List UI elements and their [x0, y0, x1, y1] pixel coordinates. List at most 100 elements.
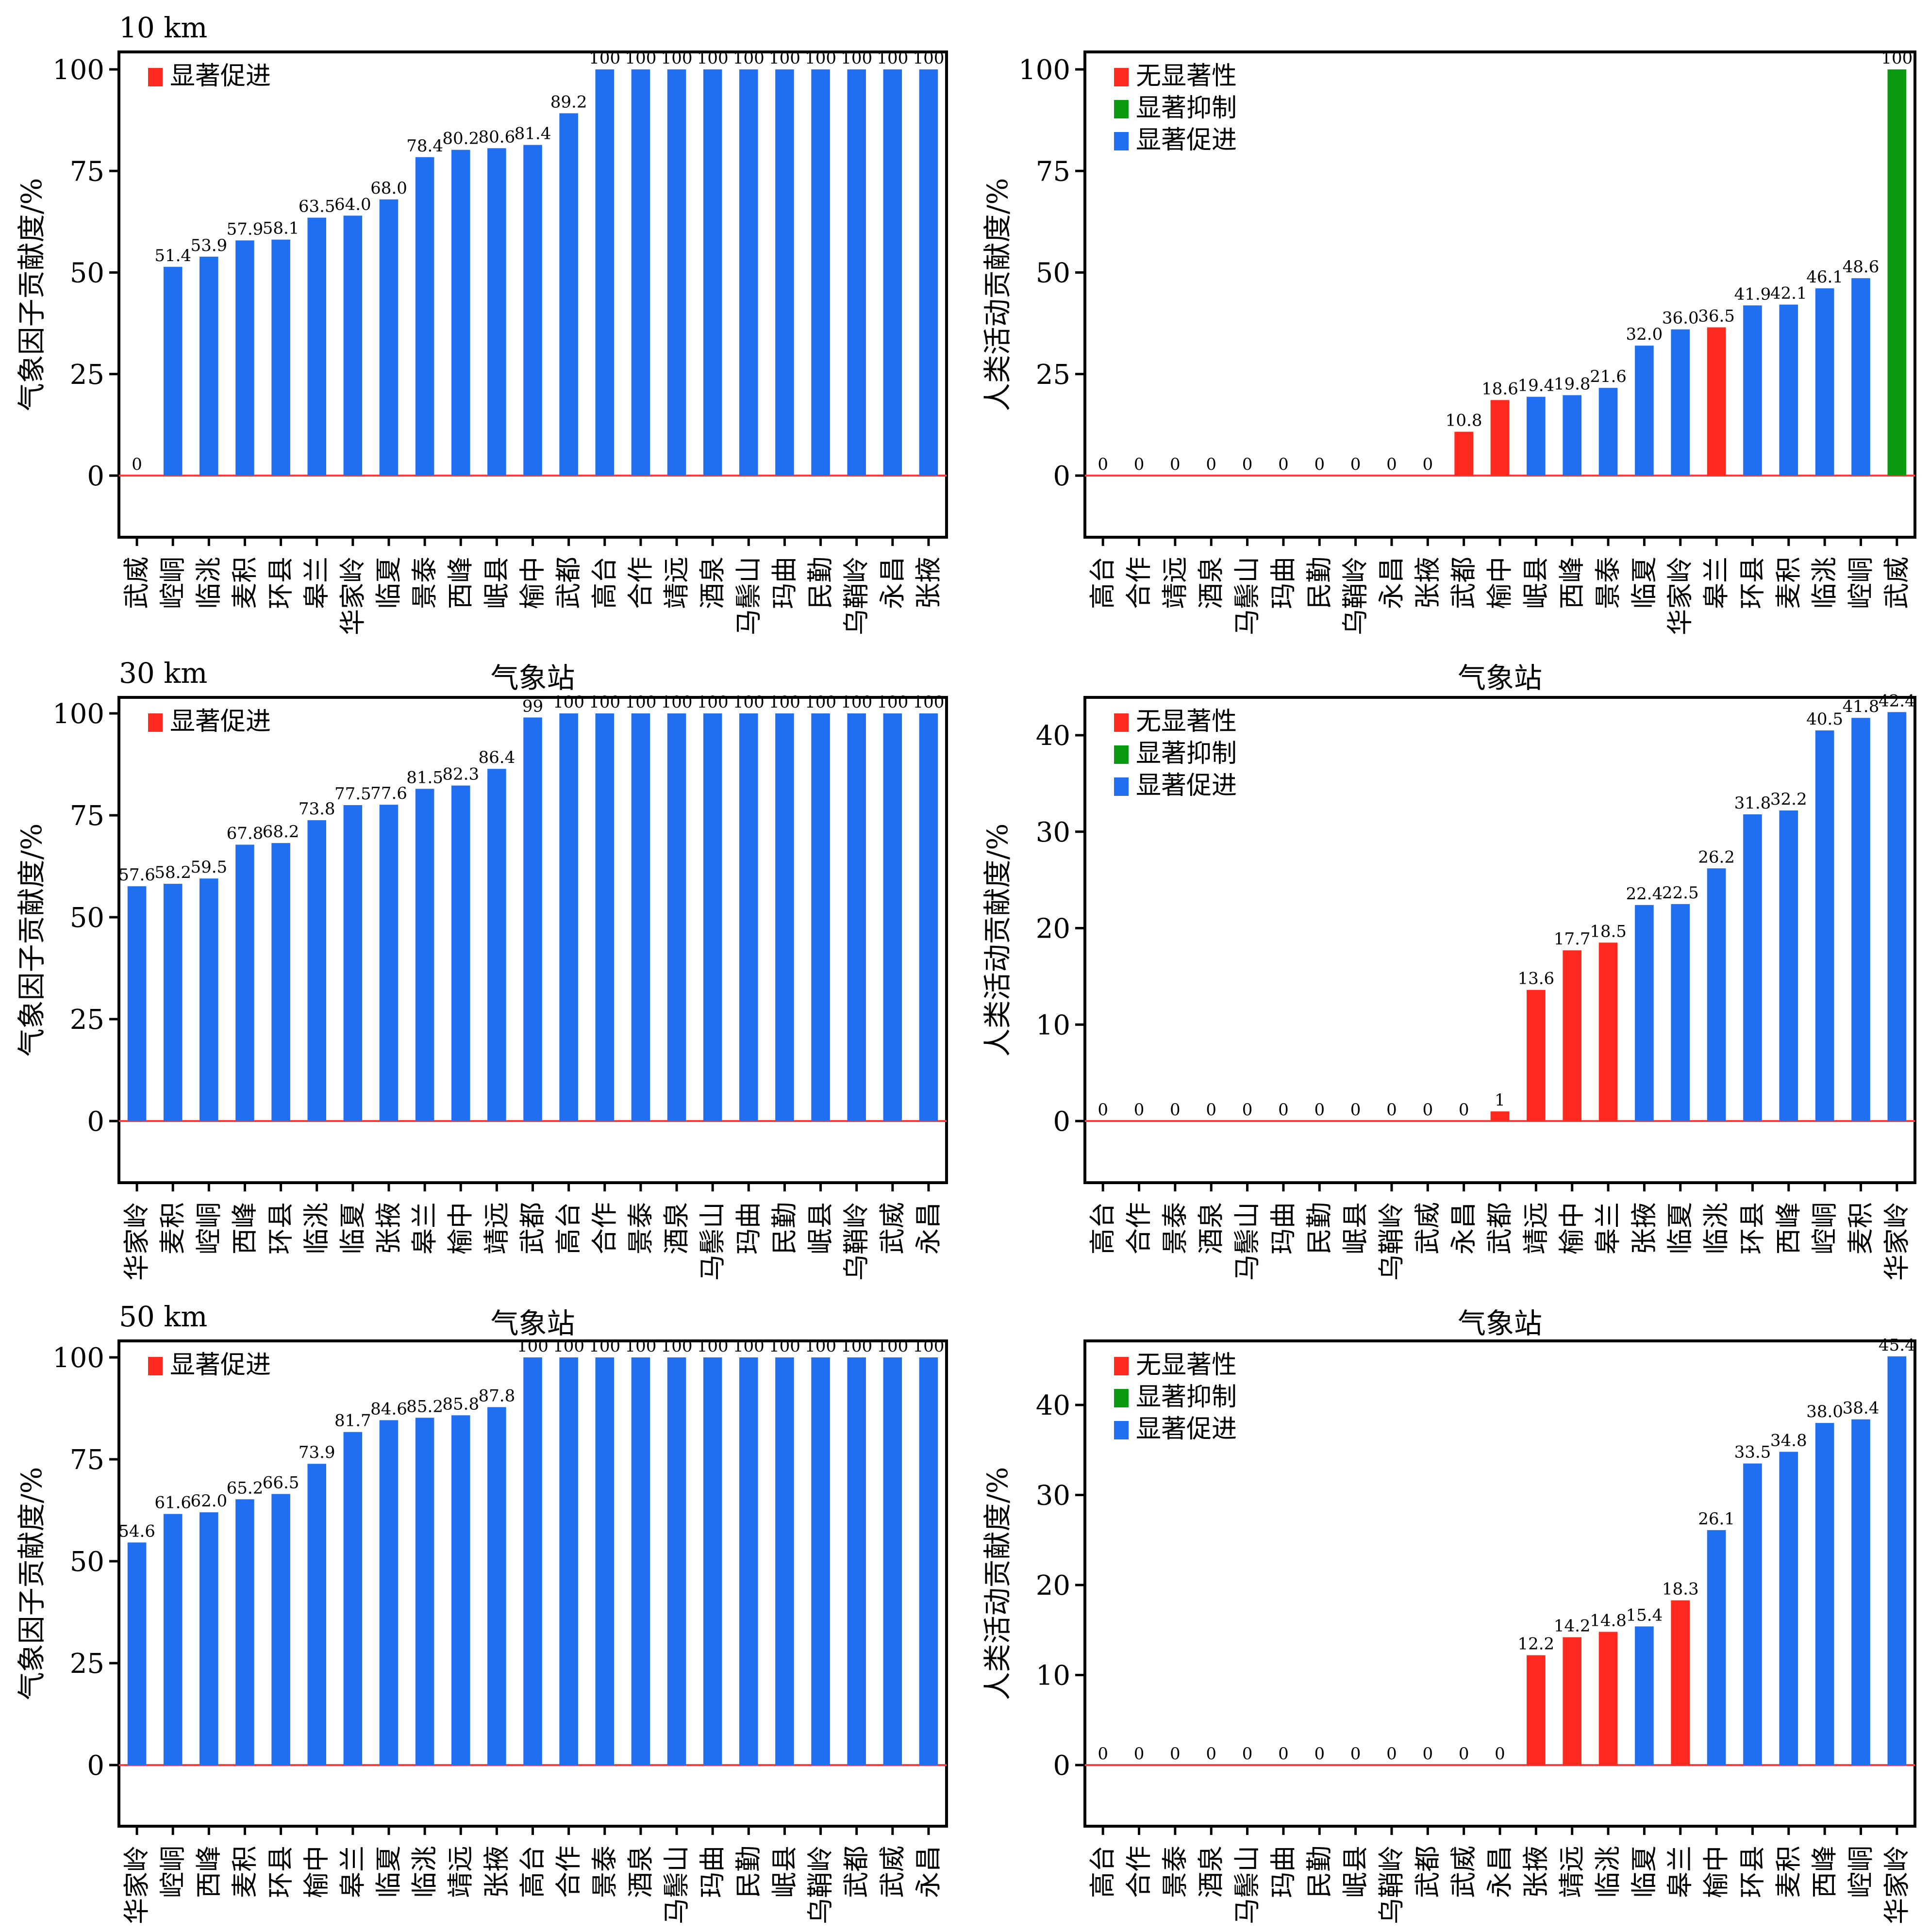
bar	[811, 713, 830, 1121]
bar-value-label: 0	[1278, 1100, 1289, 1120]
chart-panel: 010203040人类活动贡献度/%0高台0合作0景泰0酒泉0马鬃山0玛曲0民勤…	[981, 691, 1916, 1340]
bar-value-label: 10.8	[1446, 411, 1482, 430]
bar	[1635, 1626, 1654, 1765]
bar	[847, 1357, 866, 1765]
x-tick-label: 临夏	[373, 557, 404, 609]
x-tick-label: 西峰	[445, 557, 476, 609]
y-tick-label: 30	[1036, 1480, 1070, 1512]
bar-value-label: 22.5	[1662, 883, 1699, 903]
x-tick-label: 麦积	[157, 1202, 188, 1255]
bar	[415, 789, 434, 1121]
bar-value-label: 61.6	[154, 1493, 191, 1513]
bar-value-label: 0	[1098, 1744, 1108, 1764]
chart-panel: 50 km 0 25 50 75 100 气象因子贡献度/% 54.6 华家岭 61.6 崆峒 62.…	[15, 1300, 948, 1924]
y-tick-label: 100	[52, 1342, 104, 1374]
bar	[1851, 1419, 1870, 1765]
x-tick-label: 皋兰	[301, 557, 332, 609]
bar-value-label: 0	[1098, 455, 1108, 474]
bar-value-label: 100	[589, 693, 620, 712]
x-tick-label: 景泰	[625, 1202, 656, 1255]
bar	[1779, 1452, 1798, 1765]
bar	[163, 266, 183, 476]
y-tick-label: 50	[70, 258, 104, 289]
x-tick-label: 酒泉	[1196, 557, 1226, 609]
x-tick-label: 乌鞘岭	[841, 557, 872, 635]
bar-value-label: 14.2	[1554, 1617, 1591, 1636]
x-tick-label: 崆峒	[193, 1202, 224, 1255]
x-tick-label: 景泰	[409, 557, 440, 609]
chart-panel: 10 km 0 25 50 75 100 气象因子贡献度/% 0 武威 51.4 崆峒 53.9 临洮 5…	[15, 11, 948, 694]
bar	[487, 1407, 506, 1765]
x-tick-label: 马鬃山	[1232, 1202, 1263, 1281]
bar-value-label: 85.8	[442, 1394, 479, 1414]
bar-value-label: 100	[913, 49, 944, 68]
x-tick-label: 酒泉	[1196, 1202, 1226, 1255]
x-tick-label: 临洮	[193, 557, 224, 609]
x-tick-label: 高台	[553, 1202, 584, 1255]
bar	[1815, 730, 1834, 1121]
y-axis-label: 气象因子贡献度/%	[15, 1467, 48, 1701]
panel-label: 30 km	[119, 657, 207, 690]
bar-value-label: 0	[1134, 455, 1145, 474]
bar	[127, 1542, 147, 1765]
bar	[487, 148, 506, 476]
x-tick-label: 皋兰	[1593, 1202, 1623, 1255]
bar	[703, 69, 722, 476]
y-tick-label: 25	[70, 1004, 104, 1036]
panel-label: 50 km	[119, 1300, 207, 1333]
bar-value-label: 100	[553, 693, 584, 712]
x-tick-label: 高台	[1087, 1846, 1118, 1898]
x-tick-label: 酒泉	[661, 1202, 692, 1255]
bar	[1887, 1356, 1907, 1765]
bar-value-label: 38.4	[1843, 1399, 1880, 1418]
bar	[1635, 346, 1654, 476]
x-tick-label: 酒泉	[697, 557, 728, 609]
bar-value-label: 73.9	[299, 1443, 335, 1462]
bar-value-label: 63.5	[299, 197, 335, 216]
legend-swatch	[1114, 100, 1129, 118]
bar-value-label: 17.7	[1554, 929, 1591, 949]
bar-value-label: 100	[877, 693, 908, 712]
bar-value-label: 18.6	[1481, 379, 1518, 398]
bar-value-label: 100	[661, 693, 693, 712]
legend-label: 无显著性	[1136, 62, 1237, 91]
bar	[559, 113, 578, 476]
bar	[1635, 905, 1654, 1121]
bar	[1743, 1463, 1762, 1765]
x-tick-label: 岷县	[1520, 557, 1551, 609]
x-tick-label: 马鬃山	[661, 1846, 692, 1924]
bar	[559, 1357, 578, 1765]
bar	[1527, 396, 1546, 476]
bar-value-label: 77.6	[370, 784, 407, 803]
x-tick-label: 乌鞘岭	[841, 1202, 872, 1281]
bar	[1671, 329, 1690, 476]
bar-value-label: 100	[841, 49, 872, 68]
bar	[200, 878, 218, 1121]
bar-value-label: 36.5	[1698, 306, 1735, 326]
bar-value-label: 0	[1314, 1100, 1325, 1120]
y-tick-label: 75	[70, 1444, 104, 1476]
x-tick-label: 环县	[266, 1846, 296, 1898]
y-tick-label: 50	[70, 1546, 104, 1578]
bar-value-label: 100	[841, 1337, 872, 1356]
bar-value-label: 100	[769, 49, 800, 68]
bar-value-label: 0	[1350, 455, 1361, 474]
bar	[163, 1514, 183, 1765]
y-tick-label: 40	[1036, 1390, 1070, 1421]
x-tick-label: 永昌	[913, 1202, 944, 1255]
bar	[451, 1415, 470, 1765]
bar-value-label: 78.4	[406, 136, 443, 156]
bar	[235, 240, 254, 476]
bar-value-label: 99	[522, 696, 543, 716]
bar-value-label: 0	[1278, 1744, 1289, 1764]
bar-value-label: 0	[1170, 1100, 1181, 1120]
bar-value-label: 14.8	[1590, 1611, 1627, 1630]
x-tick-label: 马鬃山	[1232, 557, 1263, 635]
bar	[775, 713, 794, 1121]
x-tick-label: 高台	[1087, 1202, 1118, 1255]
bar-value-label: 77.5	[334, 784, 371, 804]
x-tick-label: 西峰	[193, 1846, 224, 1898]
x-tick-label: 乌鞘岭	[1376, 1846, 1407, 1924]
bar-value-label: 100	[733, 693, 765, 712]
bar-value-label: 67.8	[227, 824, 264, 843]
